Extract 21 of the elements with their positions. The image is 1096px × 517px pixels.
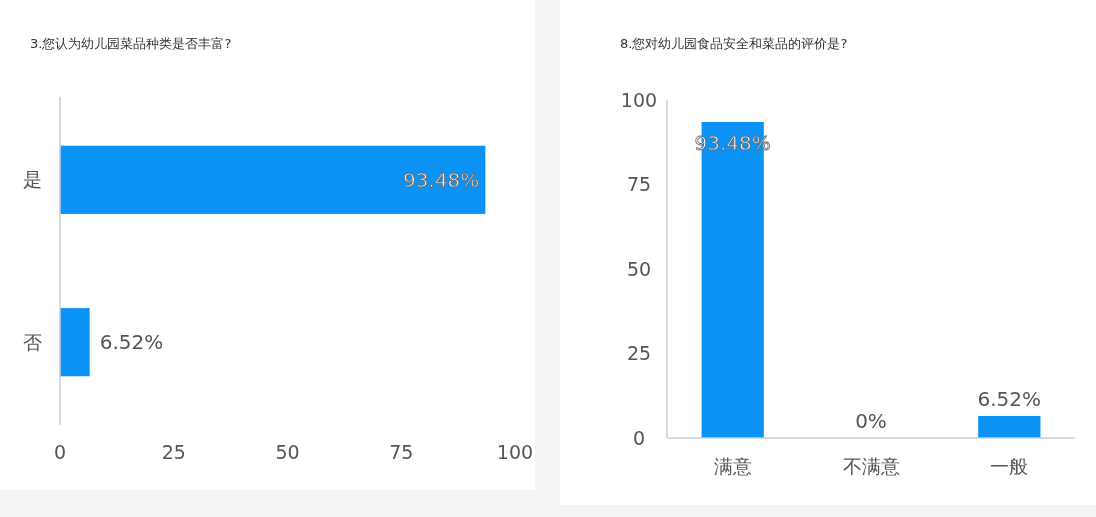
data-label: 6.52%: [977, 386, 1042, 411]
x-tick-label: 满意: [713, 455, 752, 477]
y-tick-label: 75: [626, 173, 652, 196]
data-label: 93.48%: [403, 167, 480, 192]
y-tick-label: 是: [22, 168, 42, 191]
x-tick-label: 25: [161, 441, 186, 463]
y-tick-label: 50: [626, 257, 652, 280]
chart-title: 8.您对幼儿园食品安全和菜品的评价是?: [620, 36, 848, 51]
y-tick-label: 25: [626, 342, 652, 365]
data-label: 0%: [855, 409, 887, 433]
x-tick-label: 0: [53, 441, 67, 463]
data-label: 6.52%: [99, 330, 164, 355]
x-tick-label: 一般: [990, 455, 1029, 477]
x-tick-label: 75: [389, 441, 414, 463]
chart-title: 3.您认为幼儿园菜品种类是否丰富?: [30, 36, 232, 51]
x-tick-label: 50: [275, 441, 300, 463]
x-tick-label: 100: [496, 441, 534, 463]
y-tick-label: 100: [620, 88, 658, 111]
x-tick-label: 不满意: [842, 455, 900, 477]
y-tick-label: 否: [22, 330, 42, 353]
y-tick-label: 0: [632, 426, 646, 449]
